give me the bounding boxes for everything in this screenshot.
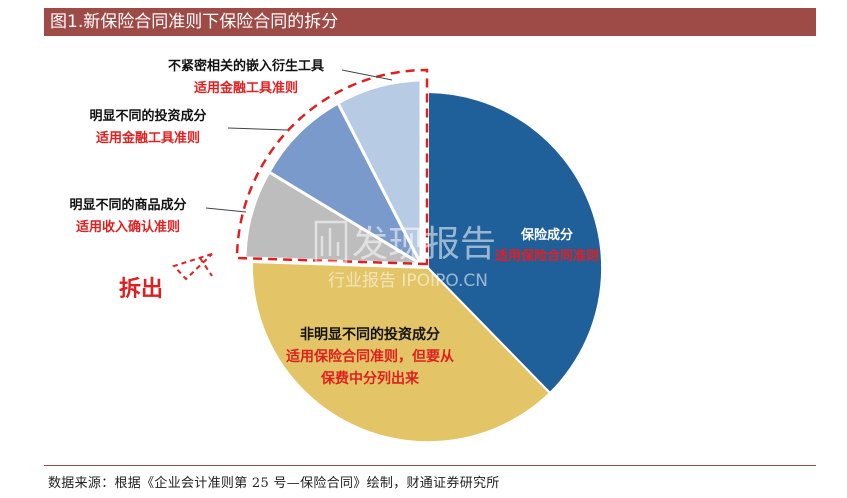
- label-insurance-standard: 适用保险合同准则: [495, 248, 599, 264]
- watermark-sub: 行业报告 IPOIPO.CN: [328, 271, 488, 291]
- label-non-distinct-investment-name: 非明显不同的投资成分: [300, 326, 440, 343]
- split-label: 拆出: [119, 277, 163, 302]
- watermark-logo-icon: [314, 220, 348, 264]
- label-distinct-investment-standard: 适用金融工具准则: [96, 130, 200, 146]
- watermark-brand: 发现报告: [352, 224, 496, 265]
- slice-non-distinct-investment: [250, 260, 552, 444]
- label-non-distinct-investment-standard-1: 适用保险合同准则，但要从: [286, 348, 454, 365]
- slice-insurance: [427, 90, 604, 395]
- label-embedded-derivatives-name: 不紧密相关的嵌入衍生工具: [168, 58, 324, 74]
- label-insurance-name: 保险成分: [520, 227, 573, 243]
- footer-divider: [44, 465, 816, 466]
- watermark: 发现报告 行业报告 IPOIPO.CN: [314, 220, 496, 291]
- label-distinct-goods-standard: 适用收入确认准则: [76, 219, 180, 235]
- split-arrow-icon: [172, 253, 213, 281]
- source-note: 数据来源：根据《企业会计准则第 25 号—保险合同》绘制，财通证券研究所: [48, 476, 500, 491]
- leader-distinct-goods: [205, 207, 247, 213]
- leader-distinct-investment: [227, 127, 288, 131]
- slice-distinct-investment: [266, 100, 425, 269]
- label-embedded-derivatives-standard: 适用金融工具准则: [194, 80, 298, 96]
- figure-title: 图1.新保险合同准则下保险合同的拆分: [44, 8, 816, 36]
- label-distinct-goods-name: 明显不同的商品成分: [69, 197, 186, 213]
- slice-embedded-derivatives: [336, 78, 423, 265]
- slice-distinct-goods: [243, 169, 427, 266]
- split-out-dashed-outline: [235, 68, 429, 266]
- label-non-distinct-investment-standard-2: 保费中分列出来: [320, 370, 420, 387]
- leader-embedded: [341, 69, 393, 81]
- label-distinct-investment-name: 明显不同的投资成分: [89, 108, 206, 124]
